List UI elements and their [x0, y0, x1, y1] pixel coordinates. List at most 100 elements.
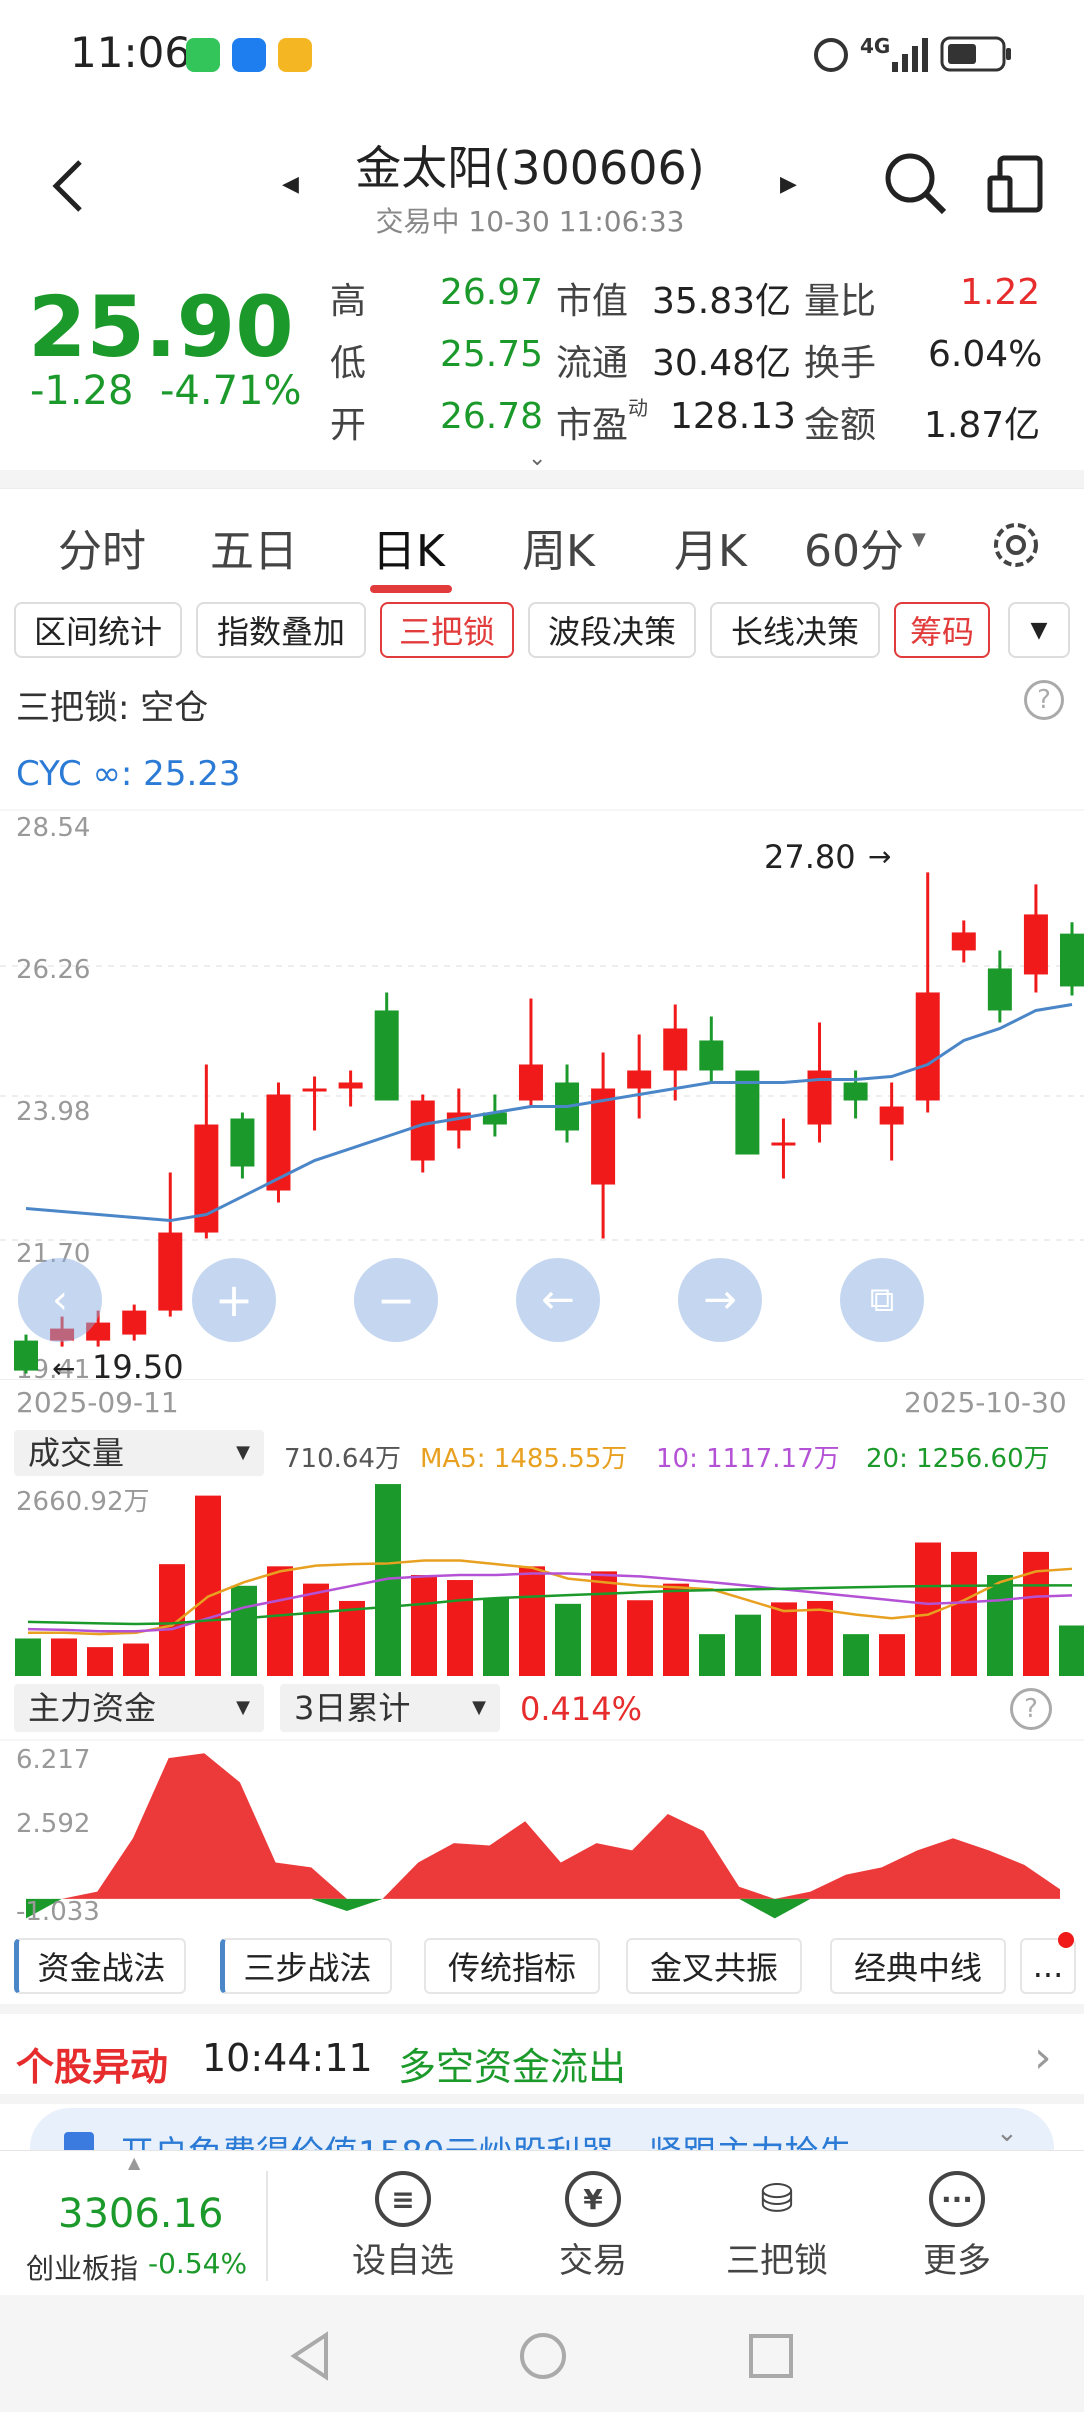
- tab-five-day[interactable]: 五日: [210, 526, 298, 577]
- tool-three-locks[interactable]: 三把锁: [380, 602, 514, 658]
- stat-value: 128.13: [670, 396, 796, 437]
- volume-bar: [231, 1585, 257, 1676]
- y-tick: -1.033: [16, 1897, 100, 1926]
- network-label: 4G: [860, 34, 891, 58]
- tab-60min[interactable]: 60分: [804, 526, 904, 577]
- zoom-out-button[interactable]: −: [354, 1258, 438, 1342]
- stat-label: 金额: [804, 405, 877, 446]
- system-back-icon[interactable]: [288, 2331, 332, 2381]
- candlestick-chart[interactable]: 28.54 26.26 23.98 21.70 19.41 27.80 → ← …: [0, 808, 1084, 1380]
- volume-bar: [879, 1634, 905, 1676]
- candle: [915, 992, 940, 1101]
- news-title: 个股异动: [16, 2045, 169, 2089]
- candle: [374, 1010, 399, 1101]
- nav-three-locks[interactable]: ⛁ 三把锁: [712, 2171, 842, 2282]
- battery-icon: [940, 36, 1011, 72]
- candle: [230, 1118, 255, 1167]
- volume-bar: [663, 1583, 689, 1676]
- candle: [1060, 933, 1084, 987]
- search-icon[interactable]: [882, 150, 948, 216]
- candle: [663, 1028, 688, 1071]
- tool-index-overlay[interactable]: 指数叠加: [196, 602, 366, 658]
- strategy-more[interactable]: ...: [1020, 1938, 1076, 1994]
- tool-long-decision[interactable]: 长线决策: [710, 602, 880, 658]
- share-icon[interactable]: [986, 154, 1046, 214]
- tab-monthly-k[interactable]: 月K: [674, 526, 747, 577]
- volume-bar: [807, 1600, 833, 1676]
- volume-bar: [15, 1638, 41, 1676]
- strategy-traditional[interactable]: 传统指标: [424, 1938, 600, 1994]
- tab-daily-k[interactable]: 日K: [372, 526, 445, 577]
- settings-gear-icon[interactable]: [988, 517, 1044, 573]
- promo-banner[interactable]: 开户免费得价值1580元炒股利器，紧跟主力抢先 ⌄: [30, 2108, 1054, 2152]
- help-icon[interactable]: ?: [1024, 680, 1064, 720]
- nav-trade[interactable]: ¥ 交易: [528, 2171, 658, 2282]
- nav-label: 设自选: [352, 2241, 454, 2281]
- banner-text: 开户免费得价值1580元炒股利器，紧跟主力抢先: [120, 2126, 853, 2152]
- scroll-left-button[interactable]: ‹: [18, 1258, 102, 1342]
- up-arrow-icon: ▲: [128, 2153, 141, 2172]
- stock-header: ◀ 金太阳(300606) 交易中 10-30 11:06:33 ▶: [0, 110, 1084, 250]
- candle: [158, 1232, 183, 1311]
- more-icon: ···: [929, 2171, 985, 2227]
- ma20-line: [27, 1584, 1073, 1626]
- volume-select[interactable]: 成交量 ▼: [14, 1430, 264, 1476]
- dropdown-icon[interactable]: ▼: [912, 529, 926, 550]
- candle: [1023, 914, 1048, 975]
- dropdown-icon: ▼: [472, 1697, 486, 1718]
- fullscreen-button[interactable]: ⧉: [840, 1258, 924, 1342]
- volume-chart[interactable]: 2660.92万: [0, 1480, 1084, 1676]
- volume-bar: [699, 1634, 725, 1676]
- price-change: -1.28: [30, 368, 134, 414]
- y-tick: 23.98: [16, 1097, 90, 1127]
- status-bar: 11:06 4G: [0, 0, 1084, 110]
- index-change: -0.54%: [148, 2247, 248, 2280]
- fund-inflow-area: [26, 1753, 1060, 1899]
- help-icon[interactable]: ?: [1010, 1688, 1052, 1730]
- index-ticker[interactable]: ▲ 3306.16 创业板指 -0.54%: [0, 2151, 268, 2296]
- volume-value: 710.64万: [284, 1444, 401, 1474]
- system-home-icon[interactable]: [518, 2331, 568, 2381]
- tool-range-stats[interactable]: 区间统计: [14, 602, 182, 658]
- tab-weekly-k[interactable]: 周K: [522, 526, 595, 577]
- tool-band-decision[interactable]: 波段决策: [528, 602, 696, 658]
- nav-watchlist[interactable]: ≡ 设自选: [338, 2171, 468, 2282]
- tab-intraday[interactable]: 分时: [58, 526, 146, 577]
- stat-value: 25.75: [440, 334, 544, 375]
- stat-value: 35.83亿: [652, 281, 792, 322]
- pan-right-button[interactable]: →: [678, 1258, 762, 1342]
- back-icon[interactable]: [48, 156, 88, 216]
- speaker-icon: [64, 2132, 94, 2152]
- candle: [735, 1070, 760, 1155]
- next-stock-icon[interactable]: ▶: [780, 172, 797, 197]
- strategy-fund[interactable]: 资金战法: [14, 1938, 186, 1994]
- zoom-in-button[interactable]: +: [192, 1258, 276, 1342]
- strategy-classic-mid[interactable]: 经典中线: [830, 1938, 1006, 1994]
- more-tools-icon[interactable]: ▼: [1008, 602, 1070, 658]
- expand-chevron-icon[interactable]: ⌄: [528, 446, 547, 471]
- period-select[interactable]: 3日累计 ▼: [280, 1684, 500, 1732]
- dropdown-icon: ▼: [236, 1442, 250, 1463]
- strategy-golden-cross[interactable]: 金叉共振: [626, 1938, 802, 1994]
- volume-bar: [915, 1542, 941, 1676]
- x-start-date: 2025-09-11: [16, 1386, 179, 1419]
- fund-flow-chart[interactable]: 6.217 2.592 -1.033: [0, 1738, 1084, 1926]
- system-recents-icon[interactable]: [748, 2333, 794, 2379]
- app-icon: [232, 38, 266, 72]
- fund-select[interactable]: 主力资金 ▼: [14, 1684, 264, 1732]
- pan-left-button[interactable]: ←: [516, 1258, 600, 1342]
- signal-icon: [892, 38, 928, 72]
- lock-stack-icon: ⛁: [760, 2176, 794, 2222]
- news-text: 多空资金流出: [398, 2045, 627, 2089]
- chevron-down-icon: ⌄: [996, 2118, 1018, 2148]
- news-row[interactable]: 个股异动 10:44:11 多空资金流出 ›: [0, 2014, 1084, 2100]
- period-tabs: 分时 五日 日K 周K 月K 60分 ▼: [0, 488, 1084, 598]
- volume-bar: [159, 1564, 185, 1676]
- lock-status: 三把锁: 空仓: [16, 688, 209, 728]
- tool-chips[interactable]: 筹码: [894, 602, 990, 658]
- stat-value: 6.04%: [928, 334, 1043, 375]
- prev-stock-icon[interactable]: ◀: [282, 172, 299, 197]
- strategy-three-step[interactable]: 三步战法: [220, 1938, 392, 1994]
- nav-more[interactable]: ··· 更多: [892, 2171, 1022, 2282]
- current-price: 25.90: [28, 278, 294, 376]
